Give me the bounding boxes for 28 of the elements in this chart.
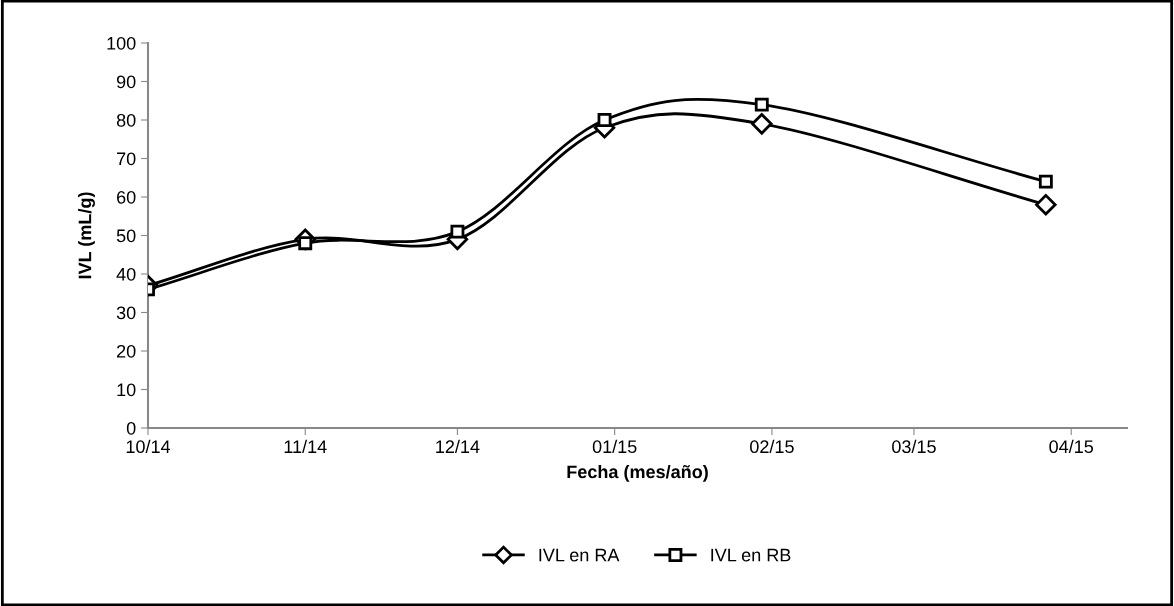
point	[754, 97, 769, 112]
y-tick-label: 70	[117, 152, 136, 166]
point	[450, 224, 465, 239]
y-tick-label: 30	[116, 306, 136, 320]
x-tick-label: 12/14	[436, 439, 480, 454]
y-tick-label: 50	[116, 229, 136, 243]
y-tick-label: 90	[116, 75, 136, 89]
point	[751, 113, 773, 135]
y-tick-label: 40	[116, 267, 136, 281]
x-tick-label: 03/15	[892, 439, 936, 454]
legend-label: IVL en RA	[539, 548, 620, 562]
y-tick-label: 60	[117, 190, 136, 204]
point	[597, 113, 612, 127]
x-axis-title: Fecha (mes/año)	[567, 464, 708, 482]
x-tick-label: 02/15	[750, 439, 794, 454]
legend-label: IVL en RB	[711, 548, 791, 562]
y-tick-label: 80	[116, 113, 136, 127]
x-tick-label: 10/14	[126, 439, 171, 454]
y-tick-label: 20	[117, 344, 136, 358]
point	[1038, 174, 1053, 189]
y-tick-label: 100	[107, 36, 136, 50]
y-tick-label: 10	[117, 383, 136, 397]
point	[1035, 193, 1057, 216]
x-tick-label: 04/15	[1049, 439, 1094, 454]
y-tick-label: 0	[126, 421, 136, 435]
x-tick-label: 11/14	[284, 439, 327, 454]
y-axis-title: IVL (mL/g)	[78, 192, 95, 279]
x-tick-label: 01/15	[592, 439, 637, 454]
